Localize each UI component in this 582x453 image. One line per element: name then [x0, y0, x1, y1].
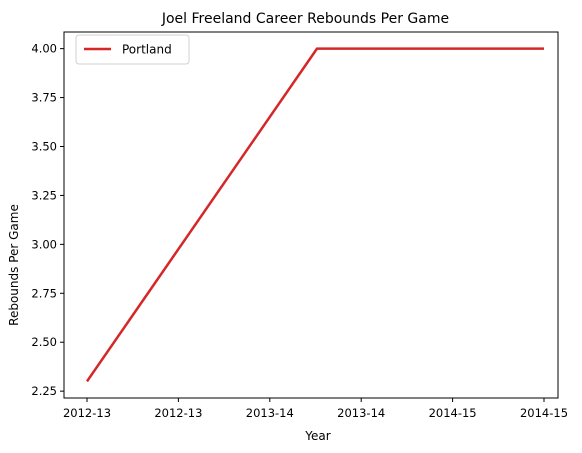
- x-axis: 2012-13 2012-13 2013-14 2013-14 2014-15 2014-…: [63, 398, 568, 420]
- x-tick-label: 2013-14: [246, 406, 294, 420]
- y-tick-label: 3.00: [31, 237, 57, 251]
- x-tick-label: 2014-15: [520, 406, 568, 420]
- x-tick-label: 2012-13: [154, 406, 202, 420]
- y-tick-label: 2.25: [31, 384, 57, 398]
- x-axis-label: Year: [304, 429, 330, 443]
- y-tick-label: 2.50: [31, 335, 57, 349]
- y-axis-label: Rebounds Per Game: [7, 204, 21, 326]
- legend-label-portland: Portland: [122, 43, 172, 57]
- legend-box: [75, 34, 190, 65]
- series-line-portland: [85, 47, 544, 383]
- plot-frame: [63, 31, 559, 399]
- y-tick-label: 3.75: [31, 91, 57, 105]
- y-tick-label: 3.25: [31, 188, 57, 202]
- series-layer: [85, 47, 544, 383]
- x-tick-label: 2012-13: [63, 406, 111, 420]
- legend: Portland: [75, 34, 190, 65]
- y-tick-label: 3.50: [31, 139, 57, 153]
- plot-area: [63, 31, 559, 399]
- y-axis: 2.25 2.50 2.75 3.00 3.25 3.50 3.75 4.00: [31, 42, 64, 398]
- y-tick-label: 4.00: [31, 42, 57, 56]
- x-tick-label: 2013-14: [337, 406, 385, 420]
- x-tick-label: 2014-15: [429, 406, 477, 420]
- y-tick-label: 2.75: [31, 286, 57, 300]
- chart-title: Joel Freeland Career Rebounds Per Game: [161, 11, 449, 27]
